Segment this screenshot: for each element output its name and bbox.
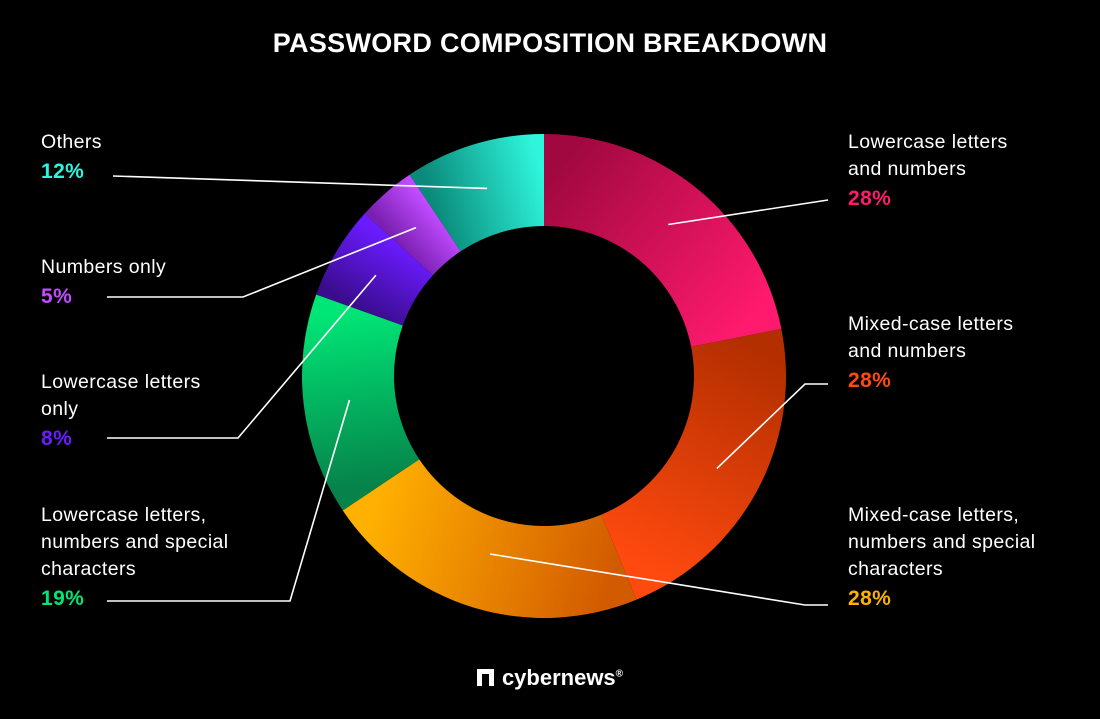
leader-line (112, 175, 488, 190)
slice-label-value: 12% (41, 160, 85, 183)
brand-logo: cybernews® (0, 665, 1100, 691)
donut-slice (409, 134, 544, 252)
slice-label-lowercase-numbers-special: Lowercase letters, numbers and special c… (41, 502, 229, 612)
slice-label-value: 5% (41, 285, 73, 308)
slice-label-mixed-case-numbers: Mixed-case letters and numbers 28% (848, 311, 1013, 394)
leader-line (107, 274, 377, 439)
leader-line (489, 553, 828, 606)
leader-line (107, 399, 351, 602)
slice-label-lowercase-numbers: Lowercase letters and numbers 28% (848, 129, 1008, 212)
slice-label-value: 8% (41, 427, 73, 450)
slice-label-value: 19% (41, 587, 85, 610)
slice-label-lowercase-only: Lowercase letters only 8% (41, 369, 201, 452)
registered-mark: ® (615, 668, 624, 680)
slice-label-text: Lowercase letters only (41, 371, 201, 420)
brand-name: cybernews (501, 665, 616, 690)
slice-label-numbers-only: Numbers only 5% (41, 254, 166, 310)
slice-label-text: Mixed-case letters, numbers and special … (848, 504, 1036, 580)
slice-label-value: 28% (848, 587, 892, 610)
donut-slice (364, 174, 461, 276)
chart-title: PASSWORD COMPOSITION BREAKDOWN (272, 28, 828, 58)
slice-label-text: Numbers only (41, 256, 167, 278)
slice-label-text: Others (41, 131, 102, 153)
slice-label-others: Others 12% (41, 129, 102, 185)
slice-label-text: Lowercase letters and numbers (848, 131, 1008, 180)
donut-slice (601, 328, 786, 600)
slice-label-mixed-case-numbers-special: Mixed-case letters, numbers and special … (848, 502, 1036, 612)
donut-slice (544, 134, 782, 347)
slice-label-text: Lowercase letters, numbers and special c… (41, 504, 229, 580)
leader-line (716, 383, 828, 469)
slice-label-value: 28% (848, 187, 892, 210)
donut-slices (301, 134, 786, 619)
leader-lines (107, 175, 829, 606)
donut-slice (301, 294, 420, 511)
donut-slice (316, 213, 433, 326)
leader-line (668, 199, 829, 226)
donut-slice (342, 459, 637, 619)
slice-label-text: Mixed-case letters and numbers (848, 313, 1014, 362)
leader-line (107, 226, 417, 298)
slice-label-value: 28% (848, 369, 892, 392)
cybernews-logo-icon (476, 669, 494, 686)
